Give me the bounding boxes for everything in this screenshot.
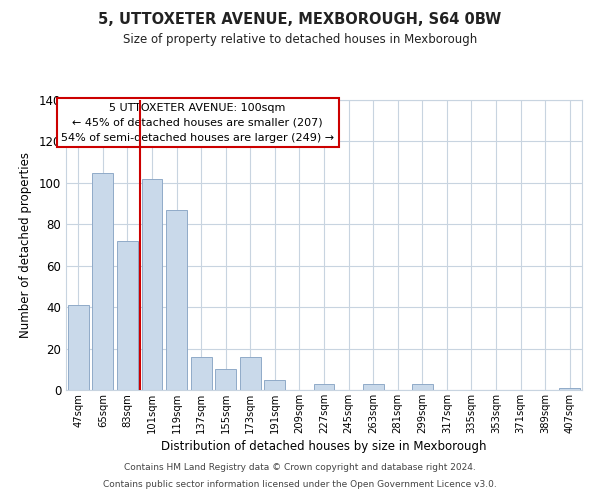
Bar xyxy=(142,178,163,390)
Bar xyxy=(362,384,383,390)
Text: 5, UTTOXETER AVENUE, MEXBOROUGH, S64 0BW: 5, UTTOXETER AVENUE, MEXBOROUGH, S64 0BW xyxy=(98,12,502,28)
Text: Contains HM Land Registry data © Crown copyright and database right 2024.: Contains HM Land Registry data © Crown c… xyxy=(124,464,476,472)
Text: Contains public sector information licensed under the Open Government Licence v3: Contains public sector information licen… xyxy=(103,480,497,489)
Bar xyxy=(117,241,138,390)
Bar xyxy=(314,384,334,390)
X-axis label: Distribution of detached houses by size in Mexborough: Distribution of detached houses by size … xyxy=(161,440,487,453)
Bar xyxy=(265,380,286,390)
Text: 5 UTTOXETER AVENUE: 100sqm
← 45% of detached houses are smaller (207)
54% of sem: 5 UTTOXETER AVENUE: 100sqm ← 45% of deta… xyxy=(61,103,334,142)
Bar xyxy=(240,357,261,390)
Bar xyxy=(559,388,580,390)
Bar xyxy=(68,305,89,390)
Y-axis label: Number of detached properties: Number of detached properties xyxy=(19,152,32,338)
Text: Size of property relative to detached houses in Mexborough: Size of property relative to detached ho… xyxy=(123,32,477,46)
Bar xyxy=(191,357,212,390)
Bar xyxy=(166,210,187,390)
Bar xyxy=(215,370,236,390)
Bar xyxy=(412,384,433,390)
Bar xyxy=(92,172,113,390)
